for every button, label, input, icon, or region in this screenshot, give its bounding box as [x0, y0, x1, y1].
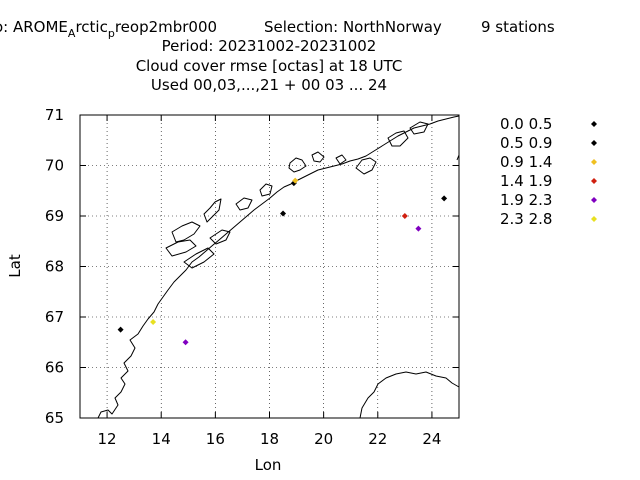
chart-title: Cloud cover rmse [octas] at 18 UTC: [136, 57, 403, 75]
y-tick-label: 70: [45, 157, 64, 175]
x-tick-label: 20: [314, 430, 333, 448]
legend-marker: [591, 216, 597, 222]
legend-marker: [591, 121, 597, 127]
station-point: [415, 225, 422, 232]
legend-marker: [591, 197, 597, 203]
x-tick-label: 16: [206, 430, 225, 448]
station-point: [401, 213, 408, 219]
y-tick-label: 65: [45, 409, 64, 427]
axis-tick-labels: 12 14 16 18 20 22 24 65 66 67 68 69 70 71: [45, 106, 442, 448]
y-tick-label: 68: [45, 258, 64, 276]
station-point: [117, 326, 124, 333]
station-points: [117, 177, 448, 346]
legend-label: 2.3 2.8: [500, 210, 552, 228]
y-tick-label: 66: [45, 359, 64, 377]
x-tick-label: 12: [98, 430, 117, 448]
title-experiment: o: AROMEArcticpreop2mbr000: [0, 18, 217, 40]
grid-lines: [80, 115, 459, 418]
station-point: [182, 339, 189, 346]
axis-ticks: [80, 114, 459, 419]
station-point: [150, 319, 157, 326]
station-point: [292, 177, 299, 184]
legend-label: 0.9 1.4: [500, 153, 552, 171]
title-selection: Selection: NorthNorway: [264, 18, 442, 36]
x-tick-label: 24: [422, 430, 441, 448]
coastline: [97, 115, 460, 419]
y-axis-label: Lat: [6, 254, 24, 278]
legend-marker: [591, 178, 597, 184]
x-tick-label: 22: [368, 430, 387, 448]
legend-label: 0.5 0.9: [500, 134, 552, 152]
legend: 0.0 0.50.5 0.90.9 1.41.4 1.91.9 2.32.3 2…: [500, 115, 597, 228]
station-point: [280, 210, 287, 217]
legend-label: 0.0 0.5: [500, 115, 552, 133]
y-tick-label: 71: [45, 106, 64, 124]
legend-label: 1.9 2.3: [500, 191, 552, 209]
y-tick-label: 69: [45, 207, 64, 225]
legend-marker: [591, 140, 597, 146]
title-used: Used 00,03,...,21 + 00 03 ... 24: [151, 76, 387, 94]
legend-marker: [591, 159, 597, 165]
y-tick-label: 67: [45, 308, 64, 326]
x-tick-label: 14: [152, 430, 171, 448]
title-period: Period: 20231002-20231002: [162, 37, 377, 55]
station-point: [441, 195, 448, 202]
title-stations: 9 stations: [481, 18, 555, 36]
x-tick-label: 18: [260, 430, 279, 448]
x-axis-label: Lon: [255, 456, 282, 474]
legend-label: 1.4 1.9: [500, 172, 552, 190]
